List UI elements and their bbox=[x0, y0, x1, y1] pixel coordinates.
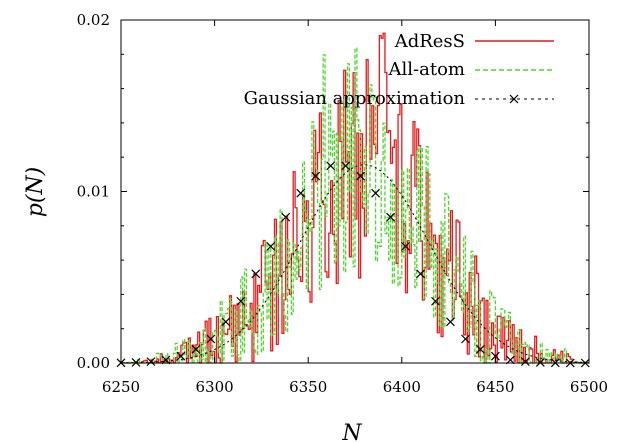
y-tick-label-1: 0.01 bbox=[77, 183, 110, 201]
gaussian-marker-23 bbox=[461, 334, 470, 344]
gaussian-marker-25 bbox=[490, 351, 500, 361]
gaussian-marker-11 bbox=[281, 212, 291, 222]
gaussian-marker-21 bbox=[431, 296, 440, 306]
gaussian-marker-13 bbox=[311, 171, 321, 181]
y-tick-label-2: 0.02 bbox=[77, 11, 110, 29]
gaussian-marker-6 bbox=[206, 334, 216, 344]
ticks-layer bbox=[120, 19, 590, 364]
gaussian-marker-28 bbox=[535, 358, 545, 367]
gaussian-marker-27 bbox=[520, 357, 530, 367]
x-tick-label-3: 6400 bbox=[383, 378, 421, 396]
legend-label-gaussian: Gaussian approximation bbox=[244, 88, 466, 109]
legend-marker-gaussian bbox=[509, 94, 519, 104]
x-axis-title: N bbox=[341, 421, 362, 443]
gaussian-marker-20 bbox=[416, 269, 425, 279]
x-tick-label-1: 6300 bbox=[196, 378, 234, 396]
gaussian-marker-22 bbox=[446, 317, 455, 327]
gaussian-marker-12 bbox=[296, 188, 306, 198]
y-axis-title: p(N) bbox=[23, 167, 48, 218]
x-tick-label-5: 6500 bbox=[570, 378, 608, 396]
x-tick-label-2: 6350 bbox=[289, 378, 327, 396]
gaussian-marker-4 bbox=[176, 351, 186, 361]
x-tick-label-4: 6450 bbox=[476, 378, 514, 396]
gaussian-marker-9 bbox=[251, 269, 261, 279]
tick-labels-layer: 6250 6300 6350 6400 6450 6500 0.00 0.01 0.02 bbox=[77, 11, 609, 396]
gaussian-marker-7 bbox=[221, 317, 231, 327]
x-tick-label-0: 6250 bbox=[102, 378, 140, 396]
gaussian-marker-17 bbox=[371, 188, 381, 198]
gaussian-marker-1 bbox=[131, 358, 141, 367]
legend-label-all-atom: All-atom bbox=[388, 59, 465, 80]
y-tick-label-0: 0.00 bbox=[77, 354, 110, 372]
gaussian-marker-16 bbox=[356, 171, 366, 181]
gaussian-marker-19 bbox=[401, 241, 410, 251]
series-layer bbox=[116, 32, 590, 368]
gaussian-marker-10 bbox=[266, 241, 276, 251]
legend-label-adress: AdResS bbox=[394, 31, 465, 52]
gaussian-marker-24 bbox=[475, 344, 485, 354]
gaussian-marker-15 bbox=[341, 161, 351, 171]
legend: AdResS All-atom Gaussian approximation bbox=[244, 31, 554, 109]
gaussian-marker-2 bbox=[146, 357, 156, 367]
gaussian-marker-5 bbox=[191, 344, 201, 354]
gaussian-marker-14 bbox=[326, 161, 336, 171]
gaussian-marker-18 bbox=[386, 212, 395, 222]
gaussian-marker-8 bbox=[236, 296, 246, 306]
